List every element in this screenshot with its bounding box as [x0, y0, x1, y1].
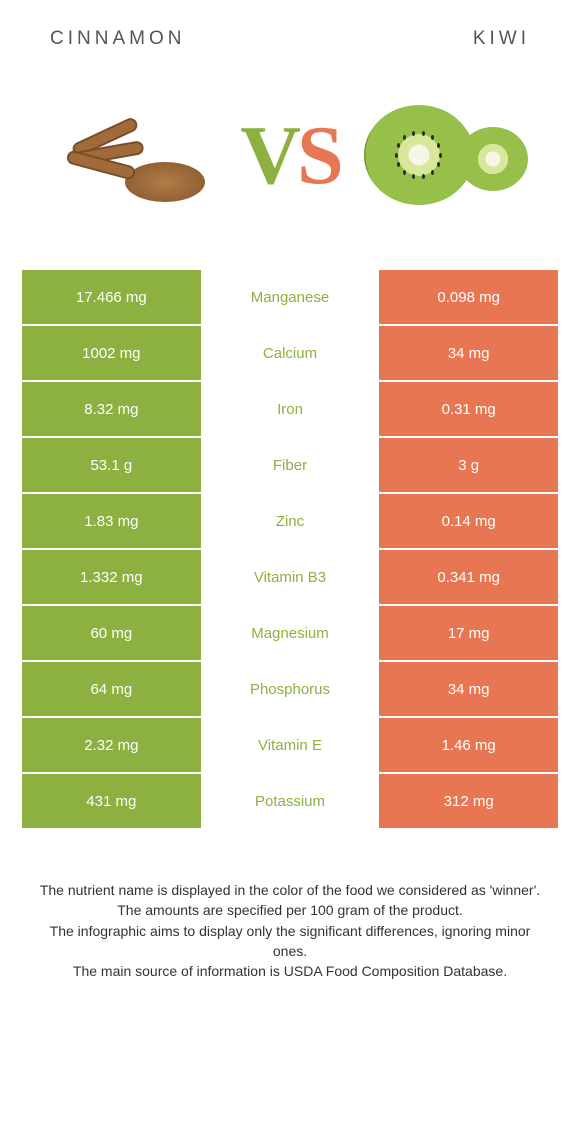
cell-label: Calcium	[201, 326, 380, 380]
table-row: 64 mgPhosphorus34 mg	[22, 662, 558, 718]
cell-label: Vitamin E	[201, 718, 380, 772]
vs-v: V	[240, 109, 297, 202]
hero: VS	[0, 60, 580, 270]
cinnamon-image	[50, 90, 220, 220]
cell-label: Manganese	[201, 270, 380, 324]
cell-left: 8.32 mg	[22, 382, 201, 436]
cell-label: Vitamin B3	[201, 550, 380, 604]
cell-right: 312 mg	[379, 774, 558, 828]
vs-s: S	[297, 109, 340, 202]
cell-left: 60 mg	[22, 606, 201, 660]
cell-left: 53.1 g	[22, 438, 201, 492]
kiwi-image	[360, 90, 530, 220]
table-row: 53.1 gFiber3 g	[22, 438, 558, 494]
cell-right: 0.098 mg	[379, 270, 558, 324]
cell-label: Phosphorus	[201, 662, 380, 716]
table-row: 1.83 mgZinc0.14 mg	[22, 494, 558, 550]
footer-line: The infographic aims to display only the…	[38, 921, 542, 962]
comparison-table: 17.466 mgManganese0.098 mg1002 mgCalcium…	[0, 270, 580, 830]
cell-right: 34 mg	[379, 326, 558, 380]
table-row: 2.32 mgVitamin E1.46 mg	[22, 718, 558, 774]
title-right: Kiwi	[473, 28, 530, 50]
cell-label: Magnesium	[201, 606, 380, 660]
header: Cinnamon Kiwi	[0, 0, 580, 60]
footer-line: The nutrient name is displayed in the co…	[38, 880, 542, 900]
cell-left: 17.466 mg	[22, 270, 201, 324]
cell-label: Potassium	[201, 774, 380, 828]
cell-left: 2.32 mg	[22, 718, 201, 772]
cell-label: Iron	[201, 382, 380, 436]
table-row: 1002 mgCalcium34 mg	[22, 326, 558, 382]
cell-right: 0.31 mg	[379, 382, 558, 436]
cell-left: 1.332 mg	[22, 550, 201, 604]
cell-left: 64 mg	[22, 662, 201, 716]
vs-label: VS	[240, 107, 339, 204]
cell-left: 1.83 mg	[22, 494, 201, 548]
cell-right: 0.14 mg	[379, 494, 558, 548]
cell-label: Fiber	[201, 438, 380, 492]
table-row: 17.466 mgManganese0.098 mg	[22, 270, 558, 326]
cell-right: 1.46 mg	[379, 718, 558, 772]
cell-left: 431 mg	[22, 774, 201, 828]
footer-notes: The nutrient name is displayed in the co…	[0, 830, 580, 981]
table-row: 8.32 mgIron0.31 mg	[22, 382, 558, 438]
table-row: 431 mgPotassium312 mg	[22, 774, 558, 830]
table-row: 60 mgMagnesium17 mg	[22, 606, 558, 662]
cell-right: 0.341 mg	[379, 550, 558, 604]
cell-right: 34 mg	[379, 662, 558, 716]
cell-right: 17 mg	[379, 606, 558, 660]
cell-left: 1002 mg	[22, 326, 201, 380]
title-left: Cinnamon	[50, 28, 185, 50]
cell-right: 3 g	[379, 438, 558, 492]
cell-label: Zinc	[201, 494, 380, 548]
table-row: 1.332 mgVitamin B30.341 mg	[22, 550, 558, 606]
footer-line: The main source of information is USDA F…	[38, 961, 542, 981]
footer-line: The amounts are specified per 100 gram o…	[38, 900, 542, 920]
